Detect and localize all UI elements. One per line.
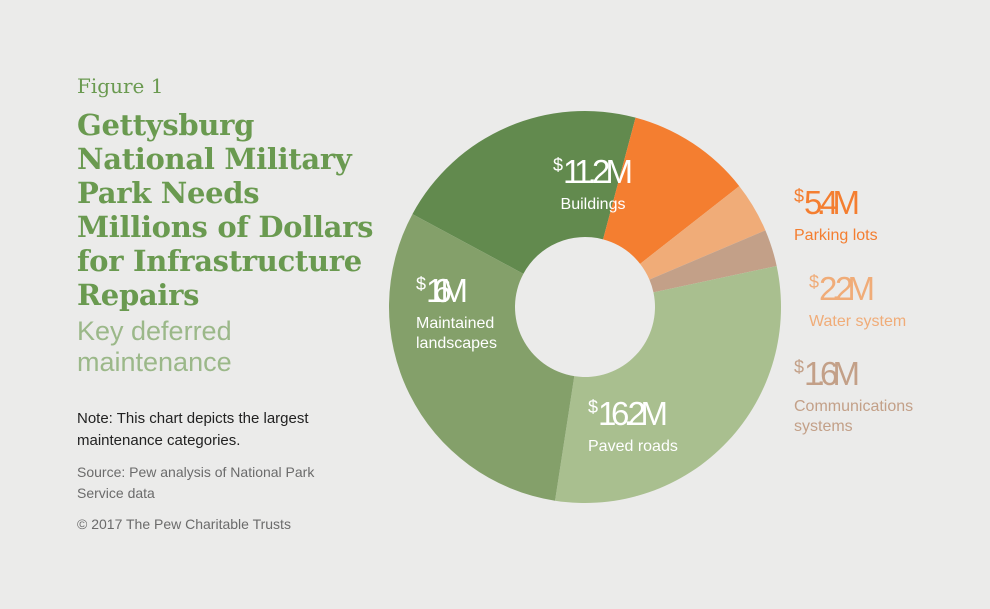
value-label-water-system: $2.2M [809, 270, 875, 307]
value-label-parking-lots: $5.4M [794, 184, 860, 221]
category-label-maintained-landscapes: landscapes [416, 335, 497, 352]
value-label-paved-roads: $16.2M [588, 395, 668, 432]
label-parking-lots: $5.4M Parking lots [794, 184, 878, 244]
category-label-buildings: Buildings [561, 196, 626, 213]
text-panel: Figure 1 Gettysburg National Military Pa… [77, 74, 377, 534]
label-buildings: $11.2M Buildings [553, 153, 633, 213]
category-label-parking-lots: Parking lots [794, 227, 878, 244]
copyright: © 2017 The Pew Charitable Trusts [77, 516, 291, 532]
slice-communications-systems [649, 230, 777, 293]
chart-source: Source: Pew analysis of National Park Se… [77, 464, 315, 501]
slice-parking-lots [603, 117, 740, 264]
label-communications-systems: $1.6M Communications systems [794, 355, 913, 435]
value-label-maintained-landscapes: $16M [416, 272, 468, 309]
category-label-water-system: Water system [809, 313, 906, 330]
value-label-buildings: $11.2M [553, 153, 633, 190]
chart-title: Gettysburg National Military Park Needs … [77, 108, 374, 312]
chart-note: Note: This chart depicts the largest mai… [77, 410, 309, 449]
figure-label: Figure 1 [77, 74, 164, 98]
category-label-maintained-landscapes: Maintained [416, 315, 494, 332]
slice-water-system [640, 186, 766, 280]
slice-maintained-landscapes [389, 214, 575, 501]
label-water-system: $2.2M Water system [809, 270, 906, 330]
label-paved-roads: $16.2M Paved roads [588, 395, 678, 455]
category-label-paved-roads: Paved roads [588, 438, 678, 455]
slice-buildings [412, 110, 636, 274]
chart-subtitle: Key deferred maintenance [77, 316, 232, 377]
category-label-communications-systems: Communications [794, 398, 913, 415]
slice-paved-roads [555, 265, 781, 503]
category-label-communications-systems: systems [794, 418, 853, 435]
label-maintained-landscapes: $16M Maintained landscapes [416, 272, 497, 352]
value-label-communications-systems: $1.6M [794, 355, 860, 392]
